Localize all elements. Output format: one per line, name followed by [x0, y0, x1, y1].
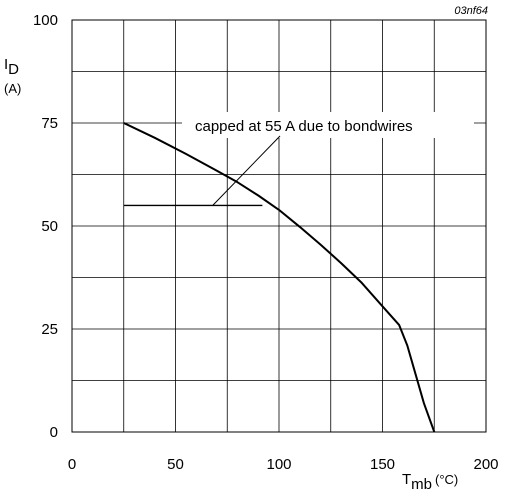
x-axis-symbol: T — [402, 471, 411, 488]
x-tick-label: 0 — [68, 456, 76, 473]
x-tick-label: 100 — [266, 456, 291, 473]
annotation-leader-line — [212, 135, 281, 206]
x-tick-label: 200 — [473, 456, 498, 473]
y-tick-label: 75 — [41, 115, 58, 132]
x-axis-label: Tmb (°C) — [402, 471, 458, 493]
tick-labels: 0 50 100 150 200 0 25 50 75 100 — [33, 12, 499, 473]
y-tick-label: 0 — [50, 424, 58, 441]
annotation-background — [182, 112, 474, 138]
x-axis-subscript: mb — [411, 476, 432, 493]
y-axis-subscript: D — [8, 61, 19, 78]
y-tick-label: 50 — [41, 218, 58, 235]
series-line-derating — [123, 122, 436, 433]
y-tick-label: 100 — [33, 12, 58, 29]
x-tick-label: 150 — [370, 456, 395, 473]
figure-code: 03nf64 — [454, 5, 488, 17]
y-tick-label: 25 — [41, 321, 58, 338]
y-axis-unit: (A) — [4, 81, 21, 96]
y-axis-label: ID — [4, 56, 19, 78]
x-tick-label: 50 — [167, 456, 184, 473]
grid — [72, 20, 486, 432]
plot-frame — [71, 19, 487, 433]
series-group — [123, 122, 436, 433]
annotation: capped at 55 A due to bondwires — [182, 112, 474, 206]
y-axis-symbol: I — [4, 56, 8, 73]
x-axis-unit: (°C) — [435, 472, 458, 487]
annotation-text: capped at 55 A due to bondwires — [195, 118, 413, 135]
